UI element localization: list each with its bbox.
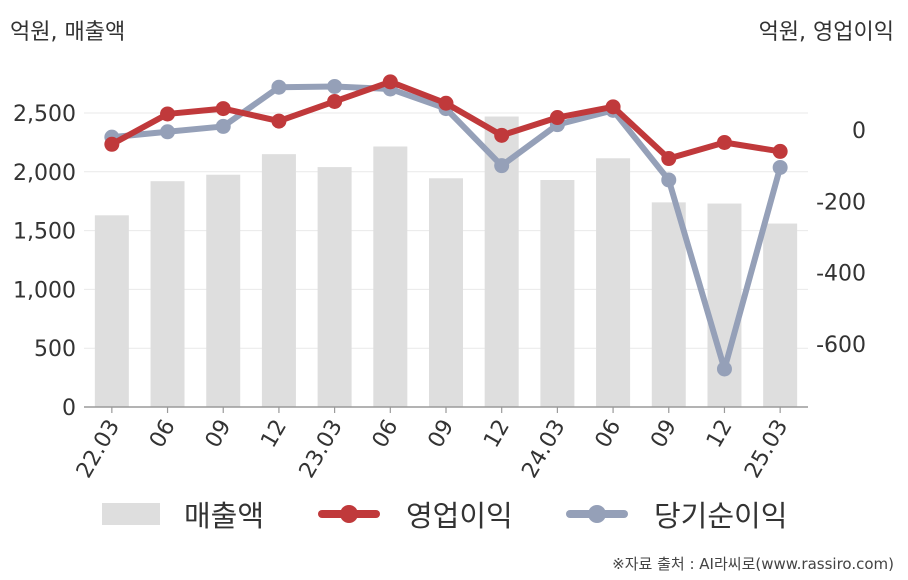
point-operating-profit bbox=[438, 95, 454, 111]
point-net-income bbox=[716, 361, 732, 377]
point-net-income bbox=[772, 159, 788, 175]
point-operating-profit bbox=[605, 99, 621, 115]
x-tick-label: 09 bbox=[424, 416, 460, 453]
x-tick-label: 06 bbox=[591, 416, 627, 453]
legend-item-net: 당기순이익 bbox=[566, 492, 787, 536]
x-tick-label: 12 bbox=[479, 416, 515, 453]
x-tick-label: 12 bbox=[702, 416, 738, 453]
point-net-income bbox=[215, 118, 231, 134]
y-left-tick-label: 1,000 bbox=[13, 278, 76, 303]
point-operating-profit bbox=[494, 127, 510, 143]
point-operating-profit bbox=[549, 110, 565, 126]
point-operating-profit bbox=[327, 93, 343, 109]
x-tick-label: 06 bbox=[368, 416, 404, 453]
bar-revenue bbox=[206, 174, 241, 407]
legend-operating-label: 영업이익 bbox=[406, 499, 513, 533]
point-net-income bbox=[160, 124, 176, 140]
source-note: ※자료 출처 : AI라씨로(www.rassiro.com) bbox=[612, 555, 894, 573]
bar-revenue bbox=[373, 146, 408, 408]
x-tick-label: 12 bbox=[256, 416, 292, 453]
x-tick-label: 24.03 bbox=[517, 416, 570, 483]
bar-revenue bbox=[317, 167, 352, 407]
bar-revenue bbox=[540, 180, 575, 407]
y-right-tick-label: -200 bbox=[816, 190, 866, 215]
left-axis-unit: 억원, 매출액 bbox=[10, 20, 126, 45]
x-tick-label: 09 bbox=[646, 416, 682, 453]
point-operating-profit bbox=[382, 74, 398, 90]
point-operating-profit bbox=[772, 143, 788, 159]
legend-revenue-swatch bbox=[102, 503, 160, 525]
point-net-income bbox=[494, 158, 510, 174]
bar-revenue bbox=[150, 181, 185, 407]
x-tick-label: 25.03 bbox=[740, 416, 793, 483]
x-tick-label: 06 bbox=[145, 416, 181, 453]
chart-canvas: 0 500 1,000 1,500 2,000 2,500 0 -200 -400 -600 22.… bbox=[13, 74, 866, 483]
legend-item-operating: 영업이익 bbox=[318, 492, 513, 536]
y-right-tick-label: 0 bbox=[852, 119, 866, 144]
x-tick-label: 23.03 bbox=[295, 416, 348, 483]
legend: 매출액 영업이익 당기순이익 bbox=[0, 492, 908, 542]
y-right-tick-label: -600 bbox=[816, 333, 866, 358]
bar-revenue bbox=[651, 202, 686, 407]
right-axis-unit: 억원, 영업이익 bbox=[758, 20, 894, 45]
legend-operating-swatch bbox=[318, 505, 380, 523]
point-operating-profit bbox=[271, 113, 287, 129]
point-operating-profit bbox=[104, 136, 120, 152]
point-operating-profit bbox=[160, 106, 176, 122]
y-right-tick-label: -400 bbox=[816, 262, 866, 287]
bar-revenue bbox=[261, 154, 296, 407]
y-left-tick-label: 0 bbox=[62, 396, 76, 421]
y-left-tick-label: 1,500 bbox=[13, 220, 76, 245]
legend-item-revenue: 매출액 bbox=[102, 492, 264, 536]
y-left-tick-label: 2,000 bbox=[13, 161, 76, 186]
x-tick-label: 22.03 bbox=[72, 416, 125, 483]
point-operating-profit bbox=[661, 151, 677, 167]
point-net-income bbox=[327, 78, 343, 94]
legend-net-label: 당기순이익 bbox=[654, 499, 788, 533]
bar-revenue bbox=[763, 223, 798, 407]
point-net-income bbox=[661, 172, 677, 188]
point-net-income bbox=[271, 79, 287, 95]
line-operating-profit bbox=[108, 78, 784, 162]
bar-revenue bbox=[596, 158, 631, 407]
bar-revenue bbox=[94, 215, 129, 407]
point-operating-profit bbox=[215, 101, 231, 117]
y-left-tick-label: 500 bbox=[34, 337, 76, 362]
legend-revenue-label: 매출액 bbox=[184, 499, 265, 533]
bar-revenue bbox=[429, 178, 463, 407]
legend-net-swatch bbox=[566, 505, 628, 523]
point-operating-profit bbox=[716, 134, 732, 150]
x-tick-label: 09 bbox=[201, 416, 237, 453]
y-left-tick-label: 2,500 bbox=[13, 102, 76, 127]
